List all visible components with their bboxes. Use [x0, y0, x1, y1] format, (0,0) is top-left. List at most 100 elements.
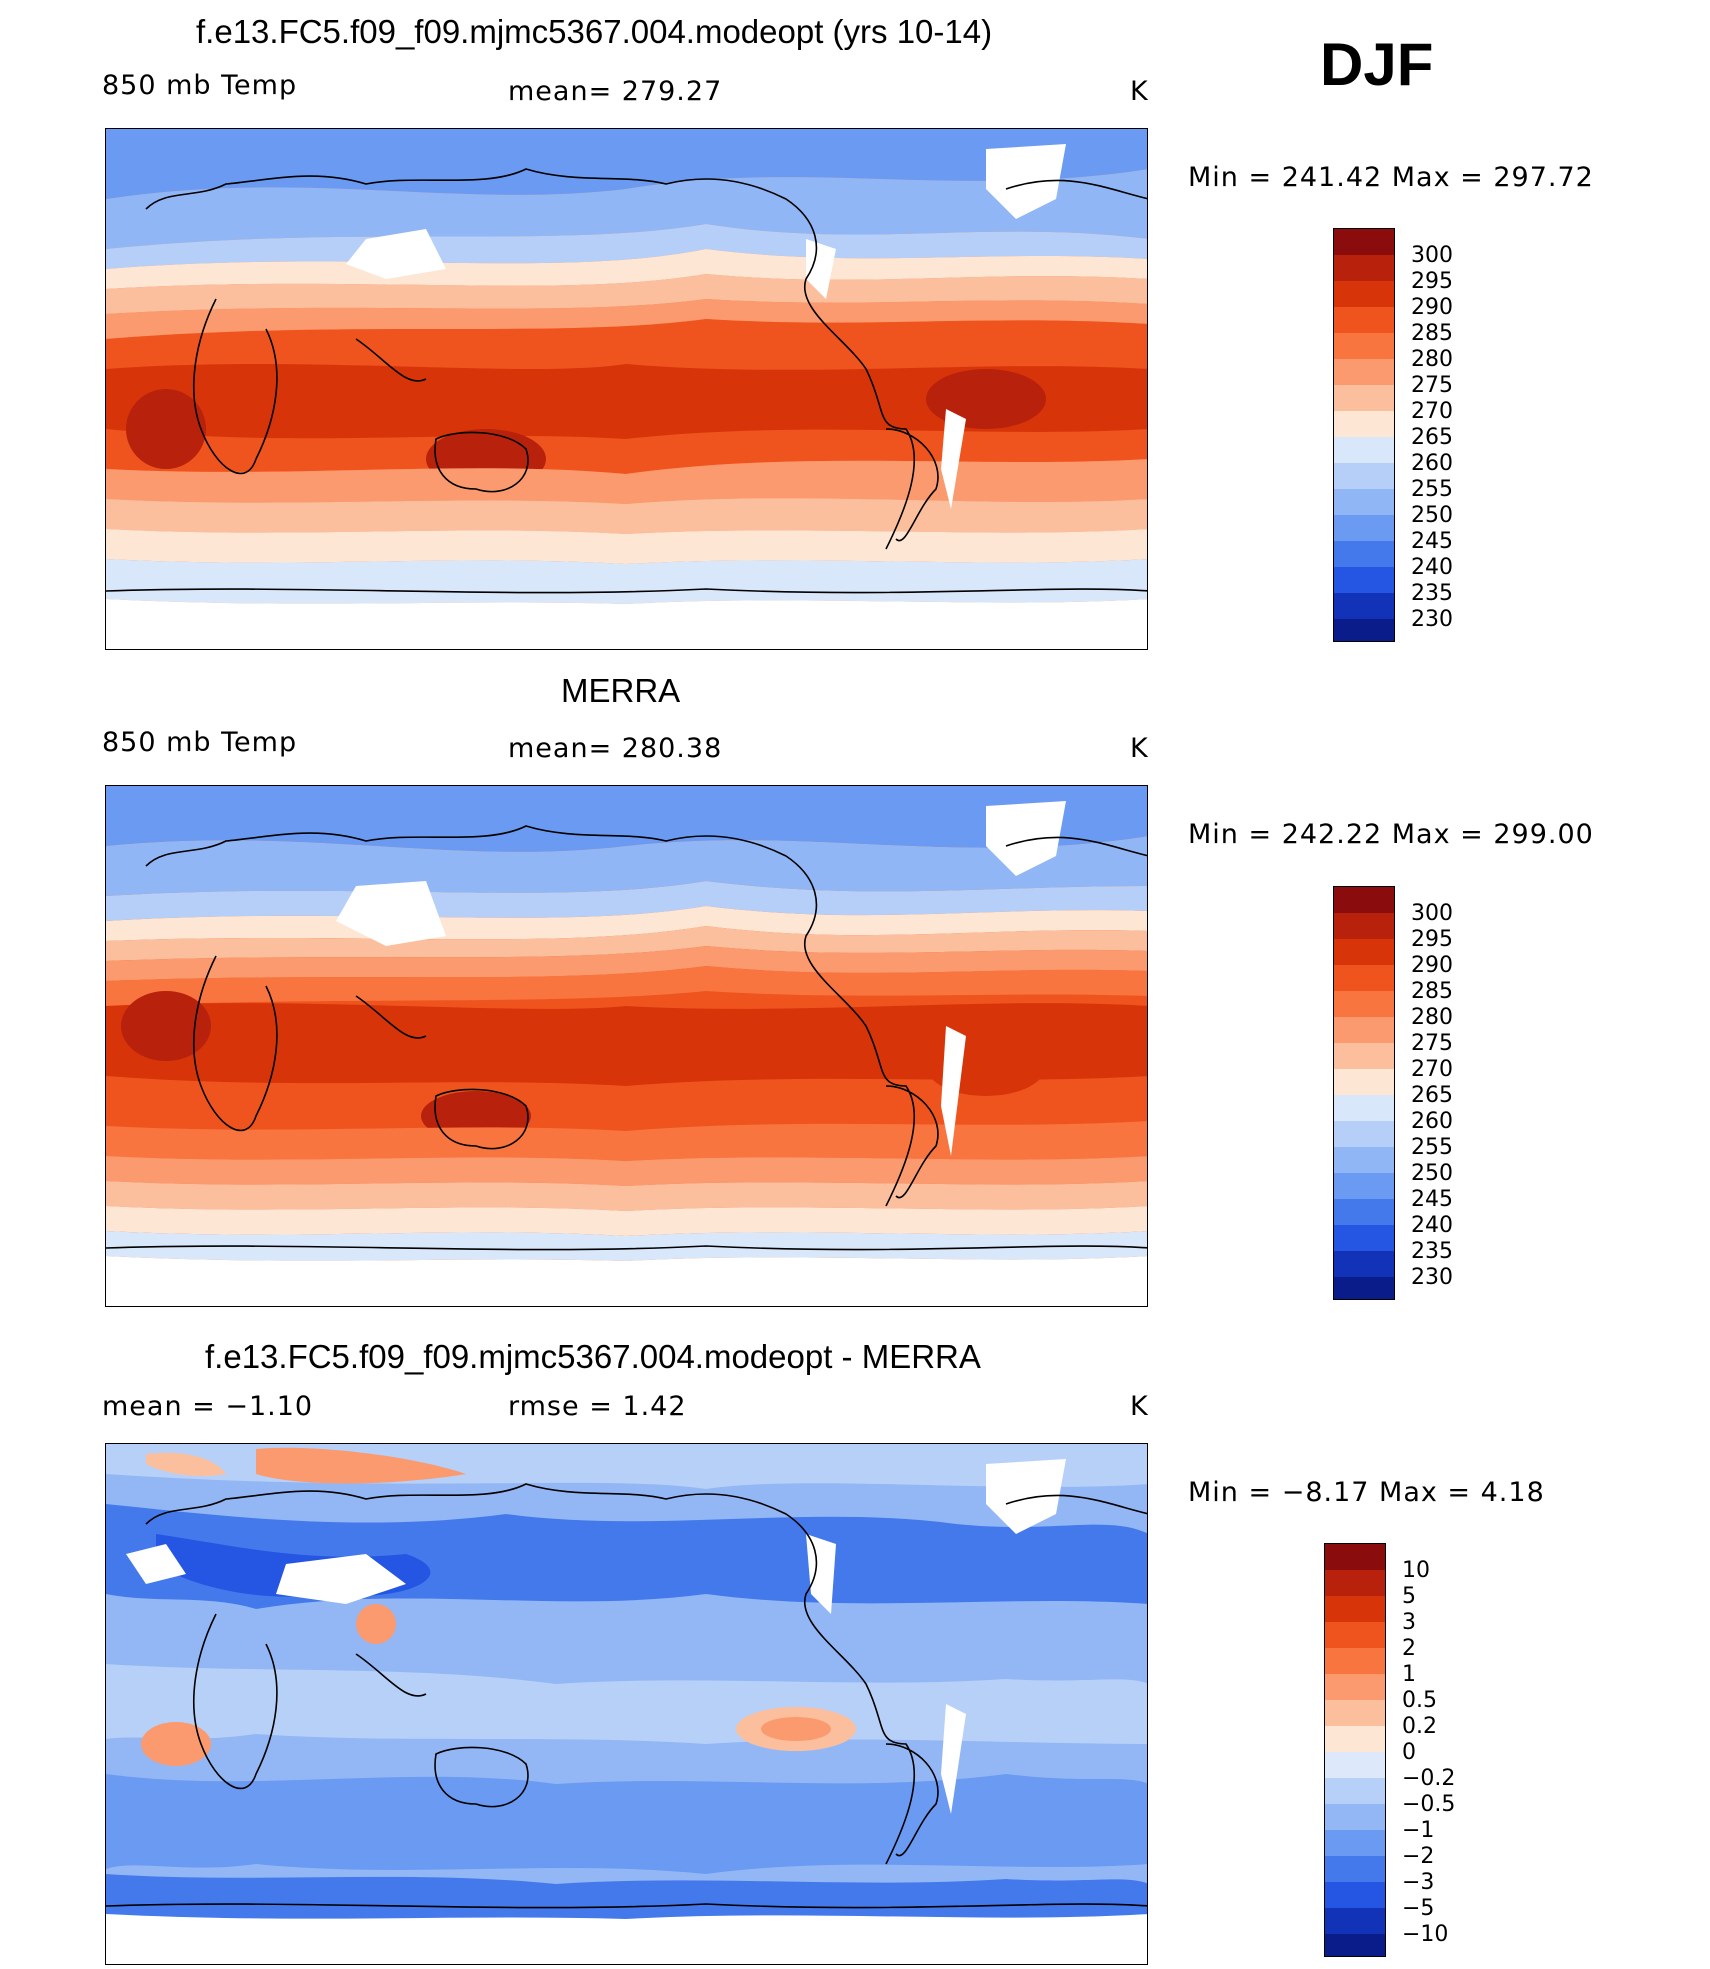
- colorbar-swatch: [1334, 437, 1394, 463]
- colorbar-swatch: [1334, 1095, 1394, 1121]
- panel1-units-label: K: [1130, 76, 1149, 107]
- colorbar-swatch: [1325, 1674, 1385, 1700]
- colorbar-tick-label: 275: [1411, 1031, 1453, 1056]
- colorbar-tick-label: 2: [1402, 1636, 1416, 1661]
- colorbar-tick-label: 265: [1411, 1083, 1453, 1108]
- colorbar-swatch: [1334, 515, 1394, 541]
- colorbar-tick-label: −0.2: [1402, 1766, 1456, 1791]
- colorbar-swatch: [1325, 1934, 1385, 1956]
- colorbar-tick-label: 270: [1411, 1057, 1453, 1082]
- colorbar-tick-label: 0.5: [1402, 1688, 1437, 1713]
- colorbar-tick-label: 240: [1411, 555, 1453, 580]
- colorbar-swatch: [1334, 1225, 1394, 1251]
- colorbar-swatch: [1334, 1121, 1394, 1147]
- colorbar-tick-label: −2: [1402, 1844, 1435, 1869]
- panel3-minmax-label: Min = −8.17 Max = 4.18: [1188, 1477, 1545, 1508]
- colorbar-tick-label: 3: [1402, 1610, 1416, 1635]
- colorbar-swatch: [1334, 593, 1394, 619]
- colorbar-swatch: [1334, 965, 1394, 991]
- colorbar-tick-label: 0: [1402, 1740, 1416, 1765]
- colorbar-swatch: [1325, 1752, 1385, 1778]
- panel1-title: f.e13.FC5.f09_f09.mjmc5367.004.modeopt (…: [196, 13, 993, 50]
- colorbar-swatch: [1334, 567, 1394, 593]
- colorbar-swatch: [1334, 411, 1394, 437]
- colorbar-swatch: [1334, 255, 1394, 281]
- panel2-colorbar: [1333, 886, 1395, 1300]
- colorbar-swatch: [1334, 1199, 1394, 1225]
- colorbar-swatch: [1334, 1017, 1394, 1043]
- colorbar-swatch: [1325, 1700, 1385, 1726]
- colorbar-swatch: [1334, 333, 1394, 359]
- panel3-units-label: K: [1130, 1391, 1149, 1422]
- panel3-rmse-label: rmse = 1.42: [508, 1391, 687, 1422]
- colorbar-tick-label: 285: [1411, 979, 1453, 1004]
- colorbar-tick-label: 280: [1411, 347, 1453, 372]
- colorbar-swatch: [1334, 991, 1394, 1017]
- colorbar-tick-label: 290: [1411, 953, 1453, 978]
- colorbar-tick-label: 280: [1411, 1005, 1453, 1030]
- colorbar-swatch: [1325, 1570, 1385, 1596]
- panel2-units-label: K: [1130, 733, 1149, 764]
- colorbar-swatch: [1334, 887, 1394, 913]
- colorbar-tick-label: 245: [1411, 529, 1453, 554]
- colorbar-tick-label: −10: [1402, 1922, 1449, 1947]
- colorbar-tick-label: −1: [1402, 1818, 1435, 1843]
- panel2-map: [105, 785, 1148, 1307]
- colorbar-tick-label: 250: [1411, 1161, 1453, 1186]
- colorbar-tick-label: 5: [1402, 1584, 1416, 1609]
- colorbar-tick-label: 255: [1411, 477, 1453, 502]
- colorbar-tick-label: 255: [1411, 1135, 1453, 1160]
- colorbar-swatch: [1334, 619, 1394, 641]
- colorbar-tick-label: 260: [1411, 1109, 1453, 1134]
- colorbar-tick-label: 270: [1411, 399, 1453, 424]
- colorbar-swatch: [1334, 489, 1394, 515]
- colorbar-swatch: [1325, 1804, 1385, 1830]
- panel2-title: MERRA: [561, 672, 681, 709]
- colorbar-tick-label: 235: [1411, 1239, 1453, 1264]
- colorbar-tick-label: 235: [1411, 581, 1453, 606]
- colorbar-tick-label: −3: [1402, 1870, 1435, 1895]
- colorbar-swatch: [1334, 359, 1394, 385]
- colorbar-swatch: [1334, 1147, 1394, 1173]
- panel1-colorbar: [1333, 228, 1395, 642]
- colorbar-swatch: [1334, 1251, 1394, 1277]
- colorbar-swatch: [1334, 939, 1394, 965]
- colorbar-swatch: [1325, 1908, 1385, 1934]
- colorbar-tick-label: −0.5: [1402, 1792, 1456, 1817]
- panel3-mean-label: mean = −1.10: [102, 1391, 314, 1422]
- colorbar-tick-label: 10: [1402, 1558, 1430, 1583]
- colorbar-swatch: [1325, 1856, 1385, 1882]
- colorbar-swatch: [1325, 1648, 1385, 1674]
- colorbar-tick-label: 275: [1411, 373, 1453, 398]
- colorbar-tick-label: 250: [1411, 503, 1453, 528]
- panel2-minmax-label: Min = 242.22 Max = 299.00: [1188, 819, 1594, 850]
- colorbar-tick-label: 295: [1411, 269, 1453, 294]
- colorbar-tick-label: 295: [1411, 927, 1453, 952]
- colorbar-swatch: [1334, 229, 1394, 255]
- colorbar-swatch: [1325, 1882, 1385, 1908]
- panel3-title: f.e13.FC5.f09_f09.mjmc5367.004.modeopt -…: [205, 1338, 981, 1375]
- panel1-map: [105, 128, 1148, 650]
- panel3-map: [105, 1443, 1148, 1965]
- colorbar-swatch: [1334, 281, 1394, 307]
- colorbar-swatch: [1334, 1043, 1394, 1069]
- colorbar-swatch: [1334, 1069, 1394, 1095]
- colorbar-tick-label: 300: [1411, 901, 1453, 926]
- colorbar-tick-label: 0.2: [1402, 1714, 1437, 1739]
- colorbar-swatch: [1325, 1596, 1385, 1622]
- colorbar-tick-label: 285: [1411, 321, 1453, 346]
- colorbar-swatch: [1325, 1778, 1385, 1804]
- colorbar-tick-label: 260: [1411, 451, 1453, 476]
- panel1-variable-label: 850 mb Temp: [102, 70, 298, 101]
- panel2-variable-label: 850 mb Temp: [102, 727, 298, 758]
- colorbar-swatch: [1334, 307, 1394, 333]
- panel2-mean-label: mean= 280.38: [508, 733, 723, 764]
- panel1-minmax-label: Min = 241.42 Max = 297.72: [1188, 162, 1594, 193]
- colorbar-tick-label: −5: [1402, 1896, 1435, 1921]
- season-label: DJF: [1320, 31, 1434, 98]
- colorbar-swatch: [1334, 913, 1394, 939]
- colorbar-swatch: [1334, 1277, 1394, 1299]
- colorbar-tick-label: 230: [1411, 607, 1453, 632]
- colorbar-swatch: [1334, 541, 1394, 567]
- colorbar-swatch: [1334, 385, 1394, 411]
